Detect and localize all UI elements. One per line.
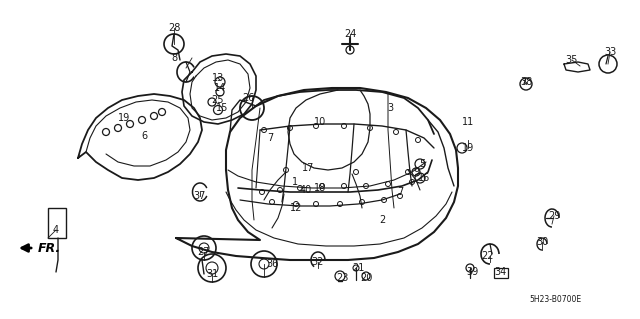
Text: 1: 1 <box>292 177 298 187</box>
Text: 27: 27 <box>198 247 211 257</box>
Text: 22: 22 <box>482 251 494 261</box>
Text: 38: 38 <box>520 77 532 87</box>
Text: 24: 24 <box>344 29 356 39</box>
Bar <box>494 268 508 278</box>
Text: 20: 20 <box>360 273 372 283</box>
Text: 6: 6 <box>141 131 147 141</box>
Text: 33: 33 <box>604 47 616 57</box>
Text: 39: 39 <box>466 267 478 277</box>
Text: 25: 25 <box>212 95 224 105</box>
Text: 19: 19 <box>118 113 130 123</box>
Text: 7: 7 <box>397 187 403 197</box>
Text: 7: 7 <box>267 133 273 143</box>
Text: 36: 36 <box>266 259 278 269</box>
Text: 23: 23 <box>336 273 348 283</box>
Text: 3: 3 <box>387 103 393 113</box>
Text: 40: 40 <box>300 185 312 195</box>
Text: 31: 31 <box>206 269 218 279</box>
Text: 30: 30 <box>536 237 548 247</box>
Text: 34: 34 <box>494 267 506 277</box>
Text: FR.: FR. <box>38 241 61 255</box>
Text: 28: 28 <box>168 23 180 33</box>
Text: 13: 13 <box>212 73 224 83</box>
Text: 4: 4 <box>53 225 59 235</box>
Bar <box>48 208 66 238</box>
Text: 16: 16 <box>418 173 430 183</box>
Text: 17: 17 <box>302 163 314 173</box>
Text: 14: 14 <box>214 83 226 93</box>
Text: 5: 5 <box>419 159 425 169</box>
Text: 35: 35 <box>566 55 578 65</box>
Text: 10: 10 <box>314 117 326 127</box>
Text: 11: 11 <box>462 117 474 127</box>
Text: 29: 29 <box>548 211 560 221</box>
Text: 19: 19 <box>462 143 474 153</box>
Text: 12: 12 <box>290 203 302 213</box>
Text: 32: 32 <box>312 257 324 267</box>
Text: 37: 37 <box>194 191 206 201</box>
Text: 15: 15 <box>216 103 228 113</box>
Text: 26: 26 <box>242 93 254 103</box>
Text: 8: 8 <box>171 53 177 63</box>
Text: 9: 9 <box>413 167 419 177</box>
Text: 18: 18 <box>314 183 326 193</box>
Text: 2: 2 <box>379 215 385 225</box>
Text: 5H23-B0700E: 5H23-B0700E <box>529 295 581 305</box>
Text: 21: 21 <box>352 263 364 273</box>
